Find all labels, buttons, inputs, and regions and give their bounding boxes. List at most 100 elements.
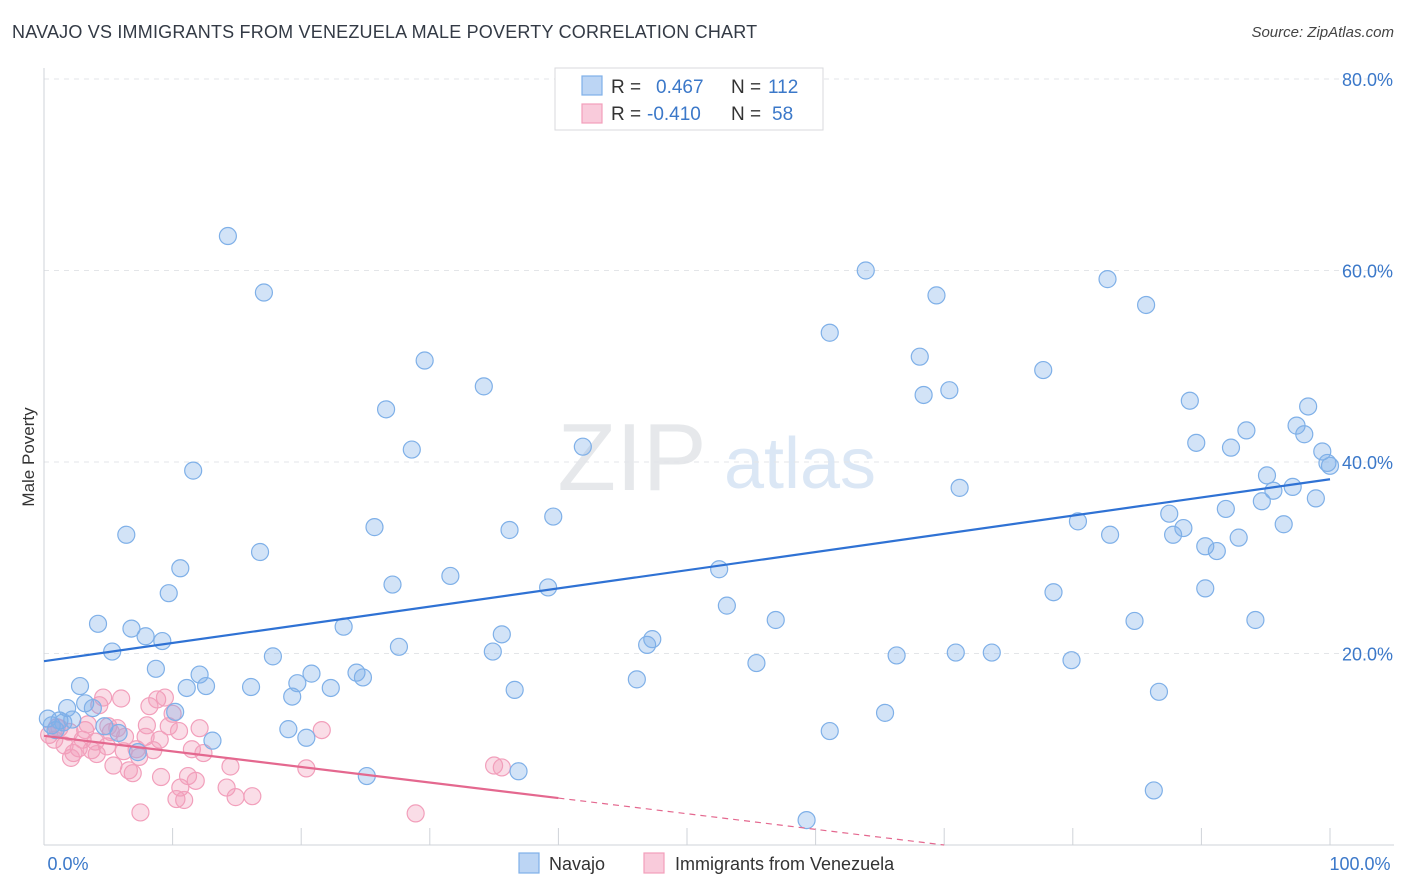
stats-legend: R = 0.467 N = 112 R = -0.410 N = 58 xyxy=(554,67,824,131)
navajo-point xyxy=(302,664,321,683)
venezuela-point xyxy=(61,748,81,767)
y-tick-label-40: 40.0% xyxy=(1342,453,1393,473)
navajo-point xyxy=(946,643,965,662)
navajo-point xyxy=(1100,525,1120,544)
navajo-point xyxy=(927,286,946,305)
navajo-point xyxy=(820,323,839,342)
navajo-point xyxy=(950,478,969,497)
navajo-point xyxy=(1299,397,1318,416)
navajo-point xyxy=(1306,489,1325,508)
navajo-point xyxy=(218,226,237,246)
navajo-point xyxy=(321,678,340,698)
venezuela-point xyxy=(226,788,245,807)
navajo-point xyxy=(58,698,77,718)
navajo-point xyxy=(1320,456,1340,475)
navajo-point xyxy=(1034,360,1053,380)
chart-title: NAVAJO VS IMMIGRANTS FROM VENEZUELA MALE… xyxy=(12,22,758,42)
venezuela-point xyxy=(112,689,131,708)
navajo-point xyxy=(334,617,353,636)
venezuela-point xyxy=(123,764,142,783)
y-tick-labels: 20.0% 40.0% 60.0% 80.0% xyxy=(1342,70,1393,665)
navajo-point xyxy=(1295,425,1314,444)
navajo-point xyxy=(196,676,216,696)
navajo-point xyxy=(1044,583,1063,602)
venezuela-point xyxy=(175,790,194,810)
navajo-point xyxy=(500,520,519,540)
x-tick-label-max: 100.0% xyxy=(1329,854,1390,874)
axes xyxy=(43,68,1394,846)
navajo-point xyxy=(627,670,646,689)
navajo-point xyxy=(887,646,906,665)
navajo-point xyxy=(283,687,302,706)
navajo-point xyxy=(383,575,402,594)
venezuela-r-value: -0.410 xyxy=(647,104,701,125)
venezuela-point xyxy=(87,744,106,764)
navajo-n-value: 112 xyxy=(768,77,798,98)
navajo-point xyxy=(910,347,929,366)
y-tick-label-60: 60.0% xyxy=(1342,262,1393,282)
x-ticks xyxy=(172,828,1331,845)
navajo-point xyxy=(1264,481,1283,500)
watermark: ZIP atlas xyxy=(557,404,876,511)
venezuela-point xyxy=(243,787,262,806)
venezuela-point xyxy=(190,719,209,738)
navajo-n-label: N = xyxy=(731,77,761,98)
navajo-points xyxy=(38,226,1340,830)
navajo-point xyxy=(638,635,657,654)
navajo-point xyxy=(1164,525,1183,544)
venezuela-swatch xyxy=(581,103,603,124)
navajo-point xyxy=(171,559,190,578)
navajo-point xyxy=(46,720,65,740)
navajo-point xyxy=(83,698,102,718)
navajo-point xyxy=(1144,781,1163,800)
navajo-point xyxy=(474,377,493,396)
navajo-point xyxy=(153,631,172,651)
watermark-atlas: atlas xyxy=(724,424,876,504)
venezuela-n-label: N = xyxy=(731,104,761,125)
navajo-point xyxy=(1137,295,1156,315)
navajo-point xyxy=(190,665,209,684)
venezuela-point xyxy=(221,757,240,776)
navajo-point xyxy=(1221,438,1241,457)
navajo-point xyxy=(1313,442,1332,461)
trend-lines xyxy=(43,478,1331,846)
legend-navajo-label: Navajo xyxy=(549,854,605,874)
venezuela-point xyxy=(163,704,182,723)
navajo-point xyxy=(159,584,178,603)
legend-venezuela-label: Immigrants from Venezuela xyxy=(675,854,895,874)
navajo-point xyxy=(1318,453,1337,473)
x-tick-label-min: 0.0% xyxy=(47,854,88,874)
venezuela-point xyxy=(167,789,186,809)
navajo-point xyxy=(63,710,82,729)
y-tick-label-80: 80.0% xyxy=(1342,70,1393,90)
venezuela-point xyxy=(104,756,123,775)
navajo-point xyxy=(505,680,524,699)
navajo-r-label: R = xyxy=(611,77,641,98)
venezuela-point xyxy=(312,720,331,740)
navajo-point xyxy=(982,643,1001,662)
navajo-trend-line xyxy=(43,478,1331,663)
navajo-point xyxy=(1068,512,1088,531)
navajo-point xyxy=(1187,433,1206,452)
navajo-point xyxy=(146,659,165,678)
navajo-point xyxy=(88,614,108,633)
navajo-point xyxy=(483,642,502,661)
venezuela-n-value: 58 xyxy=(772,104,793,125)
venezuela-trend-extension xyxy=(558,797,945,846)
navajo-point xyxy=(875,703,895,722)
navajo-point xyxy=(544,507,563,526)
venezuela-point xyxy=(136,727,155,746)
series-legend: Navajo Immigrants from Venezuela xyxy=(518,852,895,874)
navajo-point xyxy=(177,678,196,698)
navajo-r-value: 0.467 xyxy=(656,77,704,98)
venezuela-point xyxy=(99,717,118,736)
grid-lines xyxy=(44,78,1394,654)
navajo-point xyxy=(365,518,384,537)
navajo-point xyxy=(109,723,128,743)
y-tick-label-20: 20.0% xyxy=(1342,645,1393,665)
navajo-point xyxy=(184,461,203,480)
navajo-point xyxy=(353,668,373,687)
venezuela-point xyxy=(169,721,189,741)
